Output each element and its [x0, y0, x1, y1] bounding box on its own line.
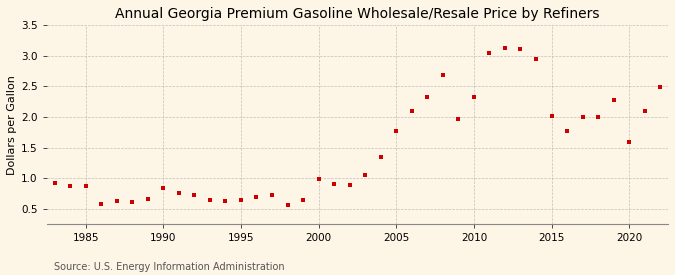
Point: [468, 95, 479, 99]
Point: [127, 199, 138, 204]
Point: [437, 73, 448, 77]
Point: [142, 196, 153, 201]
Point: [593, 115, 603, 119]
Point: [205, 197, 215, 202]
Point: [96, 202, 107, 206]
Point: [329, 182, 340, 186]
Title: Annual Georgia Premium Gasoline Wholesale/Resale Price by Refiners: Annual Georgia Premium Gasoline Wholesal…: [115, 7, 599, 21]
Point: [608, 98, 619, 103]
Point: [313, 177, 324, 181]
Point: [577, 115, 588, 119]
Point: [344, 183, 355, 187]
Point: [173, 191, 184, 195]
Point: [453, 117, 464, 121]
Point: [406, 109, 417, 114]
Text: Source: U.S. Energy Information Administration: Source: U.S. Energy Information Administ…: [54, 262, 285, 272]
Point: [375, 155, 386, 159]
Point: [531, 57, 541, 61]
Y-axis label: Dollars per Gallon: Dollars per Gallon: [7, 75, 17, 175]
Point: [639, 109, 650, 113]
Point: [484, 51, 495, 55]
Point: [251, 194, 262, 199]
Point: [111, 199, 122, 203]
Point: [655, 85, 666, 90]
Point: [500, 45, 510, 50]
Point: [546, 114, 557, 119]
Point: [562, 129, 572, 133]
Point: [624, 140, 634, 144]
Point: [360, 173, 371, 177]
Point: [515, 47, 526, 52]
Point: [422, 95, 433, 100]
Point: [391, 129, 402, 133]
Point: [158, 186, 169, 190]
Point: [236, 197, 246, 202]
Point: [80, 183, 91, 188]
Point: [189, 193, 200, 198]
Point: [65, 183, 76, 188]
Point: [220, 199, 231, 203]
Point: [282, 202, 293, 207]
Point: [267, 193, 277, 198]
Point: [298, 197, 308, 202]
Point: [49, 180, 60, 185]
